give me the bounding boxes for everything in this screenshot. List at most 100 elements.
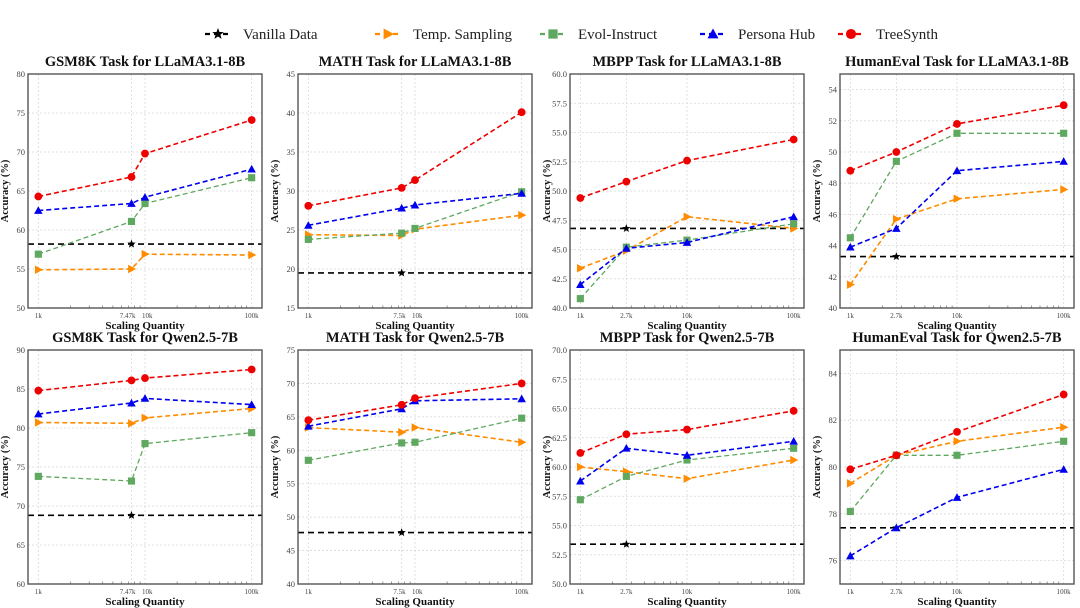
y-tick-label: 55 <box>287 479 296 489</box>
y-tick-label: 50 <box>17 303 26 313</box>
legend-label: Temp. Sampling <box>413 27 512 43</box>
y-tick-label: 75 <box>287 345 296 355</box>
series-line <box>579 410 794 454</box>
y-tick-label: 45 <box>287 546 296 556</box>
panel-8: HumanEval Task for Qwen2.5-7B 76 78 80 82 84 1… <box>812 330 1075 608</box>
legend-label: Persona Hub <box>738 27 815 43</box>
data-point <box>683 456 691 464</box>
y-tick-label: 55.0 <box>552 128 567 138</box>
legend-item-evol: Evol-Instruct <box>540 27 658 43</box>
x-tick-label: 2.7k <box>620 588 633 596</box>
data-point <box>517 394 526 403</box>
y-tick-label: 47.5 <box>552 215 567 225</box>
series-line <box>849 160 1064 248</box>
series-line <box>580 447 794 501</box>
vanilla-point <box>127 510 136 519</box>
data-point <box>789 135 798 144</box>
data-point <box>141 374 149 382</box>
y-tick-label: 57.5 <box>552 491 567 501</box>
series-line <box>579 215 794 286</box>
data-point <box>248 429 256 437</box>
x-axis-label: Scaling Quantity <box>647 596 727 608</box>
series-treesynth <box>576 135 798 202</box>
series-line <box>849 426 1064 485</box>
data-point <box>789 437 798 445</box>
data-point <box>518 438 527 447</box>
data-point <box>127 173 136 181</box>
series-line <box>308 398 522 427</box>
series-temp <box>34 404 257 428</box>
x-tick-label: 1k <box>35 588 43 596</box>
series-evol <box>304 414 526 464</box>
x-tick-label: 100k <box>515 312 530 320</box>
data-point <box>398 439 406 447</box>
series-line <box>580 138 794 199</box>
panel-title: GSM8K Task for LLaMA3.1-8B <box>45 54 246 70</box>
series-line <box>308 417 522 461</box>
panel-title: MBPP Task for Qwen2.5-7B <box>600 330 775 346</box>
y-tick-label: 20 <box>287 264 296 274</box>
data-point <box>128 419 137 428</box>
series-treesynth <box>34 365 256 395</box>
y-tick-label: 45.0 <box>552 245 567 255</box>
series-line <box>38 432 252 482</box>
series-line <box>308 214 522 237</box>
data-point <box>846 166 855 175</box>
plot-frame <box>27 73 263 309</box>
y-tick-label: 67.5 <box>552 374 567 384</box>
data-point <box>622 430 631 439</box>
x-tick-label: 10k <box>682 312 693 320</box>
data-point <box>682 451 692 459</box>
x-tick-label: 1k <box>305 588 313 596</box>
data-point <box>34 418 44 427</box>
data-point <box>518 210 527 220</box>
series-line <box>579 223 794 300</box>
x-tick-label: 10k <box>952 588 963 596</box>
y-tick-label: 40.0 <box>552 303 567 313</box>
series-line <box>849 104 1064 172</box>
series-line <box>849 188 1064 286</box>
series-line <box>38 119 252 198</box>
y-tick-label: 70 <box>17 501 26 511</box>
y-axis-label: Accuracy (%) <box>0 435 11 498</box>
data-point <box>892 451 901 460</box>
data-point <box>789 212 798 221</box>
panel-title: HumanEval Task for LLaMA3.1-8B <box>845 54 1069 70</box>
y-tick-label: 82 <box>829 415 838 425</box>
data-point <box>517 189 526 197</box>
x-tick-label: 10k <box>412 312 423 320</box>
series-line <box>38 368 252 392</box>
data-point <box>576 449 585 457</box>
data-point <box>576 280 585 288</box>
data-point <box>622 177 631 186</box>
data-point <box>34 472 42 480</box>
data-point <box>576 496 584 504</box>
data-point <box>892 214 902 224</box>
data-point <box>892 157 900 165</box>
data-point <box>846 479 856 488</box>
plot-frame <box>27 349 263 585</box>
x-tick-label: 100k <box>1057 588 1072 596</box>
x-tick-label: 1k <box>305 312 313 320</box>
data-point <box>517 108 526 117</box>
y-tick-label: 35 <box>287 147 296 157</box>
data-point <box>304 201 313 210</box>
data-point <box>34 386 43 395</box>
series-line <box>38 168 252 212</box>
data-point <box>846 242 855 251</box>
y-tick-label: 42.5 <box>552 274 567 284</box>
y-tick-label: 80 <box>17 423 26 433</box>
data-point <box>127 199 136 207</box>
temp-marker-icon <box>383 28 395 40</box>
data-point <box>247 365 256 374</box>
y-tick-label: 85 <box>17 384 26 394</box>
x-tick-label: 7.47k <box>120 588 136 596</box>
vanilla-point <box>127 239 136 248</box>
x-tick-label: 7.5k <box>393 312 406 320</box>
y-tick-label: 54 <box>829 85 838 95</box>
y-tick-label: 90 <box>17 345 26 355</box>
x-tick-label: 2.7k <box>620 312 633 320</box>
plot-frame <box>569 73 805 309</box>
y-tick-label: 65 <box>17 186 26 196</box>
panel-4: HumanEval Task for LLaMA3.1-8B 40 42 44 46 48… <box>812 54 1075 332</box>
